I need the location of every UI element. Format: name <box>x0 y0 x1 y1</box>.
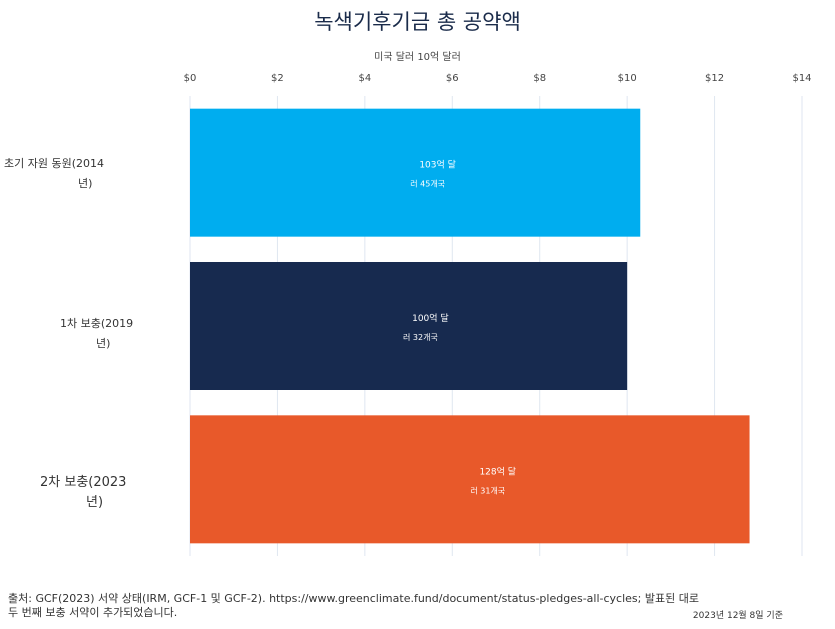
category-label-line1: 초기 자원 동원(2014 <box>4 157 104 170</box>
x-tick-label: $6 <box>446 73 459 84</box>
category-label-line1: 2차 보충(2023 <box>40 475 127 490</box>
bar-data-label: 128억 달 <box>479 465 516 477</box>
chart-title: 녹색기후기금 총 공약액 <box>314 10 521 34</box>
x-tick-label: $12 <box>705 73 724 84</box>
x-axis-title: 미국 달러 10억 달러 <box>374 52 461 63</box>
bar-data-label: 러 31개국 <box>470 485 505 495</box>
category-label-line1: 1차 보충(2019 <box>60 317 134 330</box>
source-note: 출처: GCF(2023) 서약 상태(IRM, GCF-1 및 GCF-2).… <box>8 592 699 619</box>
bar-data-label: 103억 달 <box>419 159 456 171</box>
bar <box>190 415 750 544</box>
category-label-second-replenishment: 2차 보충(2023 년) <box>40 473 220 513</box>
x-tick-label: $14 <box>792 73 811 84</box>
x-tick-label: $2 <box>271 73 284 84</box>
category-label-line2: 년) <box>96 337 111 350</box>
bar <box>190 108 641 237</box>
bar <box>190 262 628 390</box>
date-note: 2023년 12월 8일 기준 <box>692 611 783 621</box>
bar-data-label: 러 45개국 <box>410 179 445 189</box>
bar-data-label: 러 32개국 <box>403 332 438 342</box>
x-tick-label: $10 <box>618 73 637 84</box>
category-label-initial: 초기 자원 동원(2014 년) <box>4 154 184 194</box>
x-tick-label: $8 <box>533 73 546 84</box>
category-label-line2: 년) <box>86 495 104 510</box>
category-label-first-replenishment: 1차 보충(2019 년) <box>60 314 240 354</box>
category-label-line2: 년) <box>78 177 93 190</box>
x-tick-label: $4 <box>358 73 371 84</box>
x-tick-label: $0 <box>184 73 197 84</box>
bar-data-label: 100억 달 <box>412 312 449 324</box>
